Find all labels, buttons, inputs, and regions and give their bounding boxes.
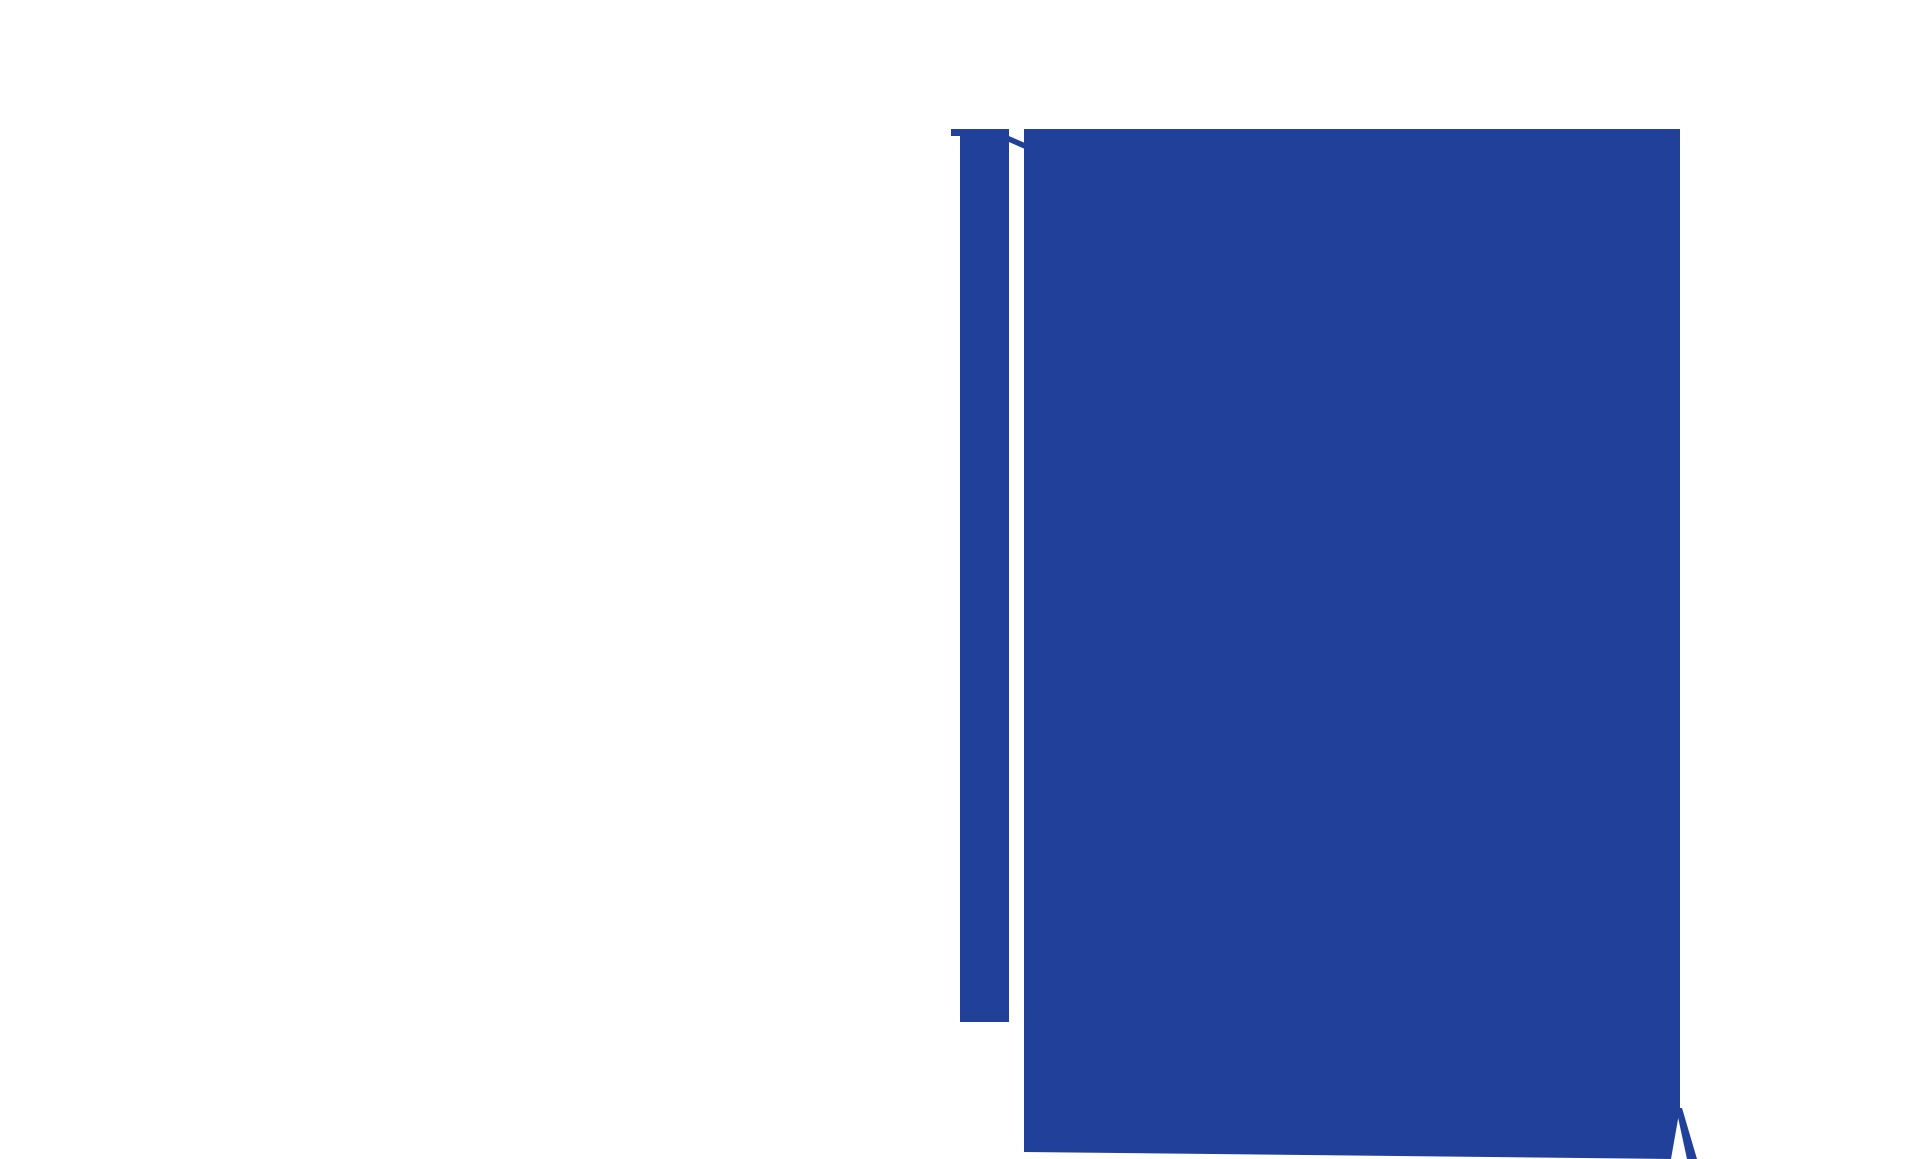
glyph-left-stem	[960, 129, 1009, 1022]
glyph-top-connector-diagonal	[995, 130, 1025, 149]
glyph-stem-top-serif	[951, 129, 1009, 136]
glyph-bottom-right-diagonal	[1676, 1108, 1697, 1159]
glyph-main-block	[1024, 129, 1680, 1159]
